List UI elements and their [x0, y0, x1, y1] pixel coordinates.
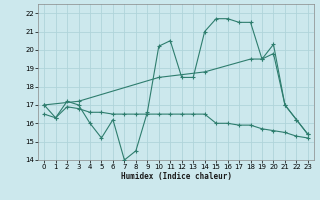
X-axis label: Humidex (Indice chaleur): Humidex (Indice chaleur)	[121, 172, 231, 181]
